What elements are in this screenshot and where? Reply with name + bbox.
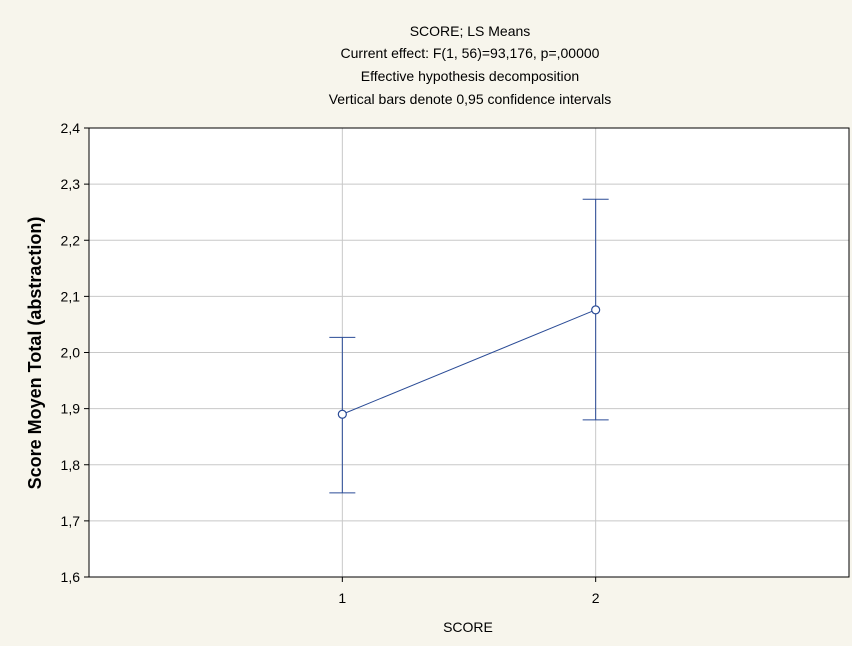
x-tick-label: 1 (338, 590, 346, 606)
series-layer (329, 198, 609, 494)
y-tick-label: 1,9 (61, 401, 81, 417)
y-tick-label: 2,1 (61, 288, 81, 304)
chart-title-line-2: Current effect: F(1, 56)=93,176, p=,0000… (341, 45, 600, 61)
y-tick-label: 2,3 (61, 176, 81, 192)
data-point-marker (591, 305, 601, 315)
axis-layer: 1,6 1,7 1,8 1,9 2,0 2,1 2,2 2,3 2,4 1 2 (61, 120, 850, 606)
grid-layer (89, 128, 849, 577)
x-axis-title: SCORE (443, 619, 493, 635)
chart-title-line-4: Vertical bars denote 0,95 confidence int… (329, 91, 612, 107)
y-tick-label: 1,8 (61, 457, 81, 473)
chart-title-line-1: SCORE; LS Means (410, 23, 531, 39)
x-tick-label: 2 (592, 590, 600, 606)
y-tick-label: 2,0 (61, 345, 81, 361)
y-tick-label: 2,2 (61, 232, 81, 248)
y-tick-label: 1,6 (61, 569, 81, 585)
y-tick-label: 1,7 (61, 513, 81, 529)
y-axis-title: Score Moyen Total (abstraction) (25, 217, 45, 490)
data-point-marker (337, 409, 347, 419)
chart-title-line-3: Effective hypothesis decomposition (361, 68, 579, 84)
y-tick-label: 2,4 (61, 120, 81, 136)
series-line (342, 309, 596, 415)
